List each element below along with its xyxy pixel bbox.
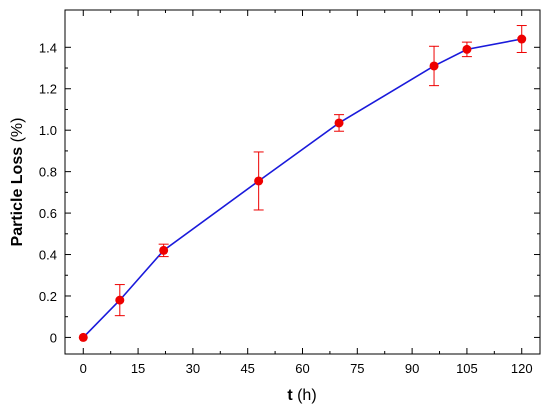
- data-point: [78, 332, 88, 342]
- data-point: [462, 44, 472, 54]
- x-tick-label: 0: [80, 361, 87, 376]
- y-tick-label: 1.0: [39, 123, 57, 138]
- y-tick-label: 0.4: [39, 248, 57, 263]
- data-point: [429, 61, 439, 71]
- data-point: [115, 295, 125, 305]
- data-point: [159, 245, 169, 255]
- data-point: [517, 34, 527, 44]
- y-tick-label: 0.2: [39, 289, 57, 304]
- y-tick-label: 0.6: [39, 206, 57, 221]
- y-tick-label: 1.4: [39, 40, 57, 55]
- x-axis-title: t (h): [287, 387, 316, 404]
- x-tick-label: 75: [350, 361, 364, 376]
- y-axis-title: Particle Loss (%): [9, 118, 26, 247]
- x-tick-label: 60: [295, 361, 309, 376]
- series-layer: [78, 25, 527, 342]
- y-tick-label: 1.2: [39, 82, 57, 97]
- axis-ticks: 0 15 30 45 60 75 90 105 120 0 0.2 0.4 0.6 0.8 1.0 1.2 1.…: [39, 10, 540, 376]
- x-tick-label: 105: [456, 361, 478, 376]
- x-tick-label: 45: [240, 361, 254, 376]
- x-tick-label: 90: [405, 361, 419, 376]
- x-tick-label: 30: [186, 361, 200, 376]
- x-tick-label: 120: [511, 361, 533, 376]
- data-point: [254, 176, 264, 186]
- y-tick-label: 0.8: [39, 165, 57, 180]
- x-tick-label: 15: [131, 361, 145, 376]
- plot-frame: [64, 9, 541, 355]
- data-point: [334, 118, 344, 128]
- y-tick-label: 0: [50, 330, 57, 345]
- series-line: [82, 38, 522, 338]
